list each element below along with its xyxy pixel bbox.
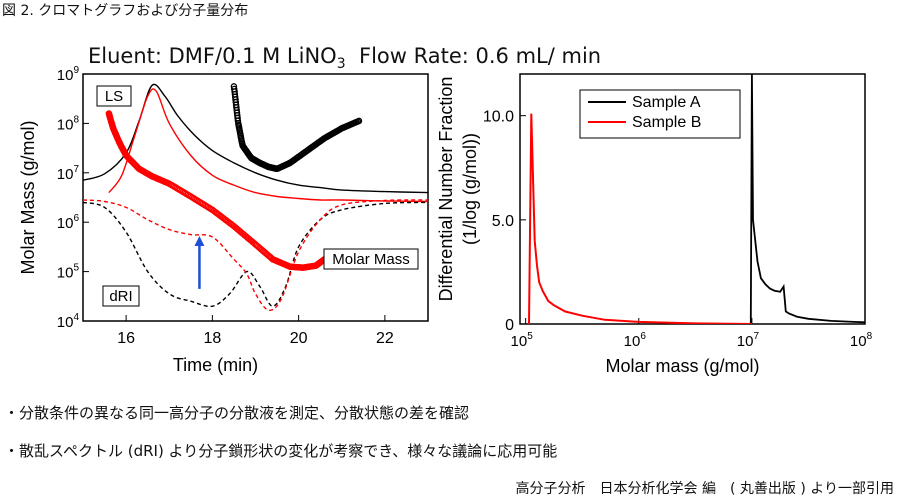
arrow-head [194, 236, 205, 247]
series-line-1 [528, 113, 752, 324]
ls-a-line [83, 83, 428, 194]
mm-a-marker [355, 117, 363, 125]
plot-frame [82, 73, 429, 322]
legend-box [579, 89, 741, 139]
dri-label-box [102, 285, 140, 307]
y-axis-title: Differential Number Fraction [436, 77, 456, 302]
dri-a-line [83, 201, 428, 308]
molar-mass-label-text: Molar Mass [332, 251, 410, 268]
chart-suptitle: Eluent: DMF/0.1 M LiNO3 Flow Rate: 0.6 m… [88, 44, 601, 72]
y-tick-label: 106 [57, 213, 80, 232]
x-tick-label: 16 [117, 330, 135, 347]
molar-mass-label-box [323, 248, 419, 270]
y-tick-label: 0 [505, 317, 514, 334]
y-tick-label: 5.0 [492, 213, 514, 230]
x-tick-label: 106 [624, 331, 647, 350]
ls-label-box [96, 85, 132, 107]
series-line-0 [749, 74, 865, 324]
x-tick-label: 18 [203, 330, 221, 347]
y-tick-label: 109 [57, 65, 80, 84]
plot-area [83, 83, 428, 311]
ls-label: LS [96, 85, 132, 107]
y-tick-label: 105 [57, 263, 80, 282]
suptitle-subscript: 3 [336, 56, 346, 73]
legend: Sample A Sample B [579, 89, 741, 139]
y-axis-title: Molar Mass (g/mol) [18, 120, 38, 274]
bullet-note-1: ・分散条件の異なる同一高分子の分散液を測定、分散状態の差を確認 [4, 404, 470, 422]
x-tick-label: 20 [290, 330, 308, 347]
dri-b-line [83, 199, 428, 311]
y-tick-label: 108 [57, 114, 80, 133]
legend-label: Sample B [632, 114, 701, 131]
source-credit: 高分子分析 日本分析化学会 編 ( 丸善出版 ) より一部引用 [515, 481, 894, 497]
y-axis-title-2: (1/log (g/mol)) [460, 133, 480, 245]
legend-label: Sample A [632, 94, 701, 111]
molar-mass-label: Molar Mass [323, 248, 419, 270]
dri-label: dRI [102, 285, 140, 307]
chromatogram-chart: 16 18 20 22 104 105 106 107 108 109 LS dRI Molar Mas… [18, 65, 429, 375]
x-axis-title: Time (min) [173, 355, 258, 375]
figure-caption: 図 2. クロマトグラフおよび分子量分布 [2, 3, 249, 19]
x-tick-label: 108 [850, 331, 873, 350]
bullet-note-2: ・散乱スペクトル (dRI) より分子鎖形状の変化が考察でき、様々な議論に応用可… [4, 442, 558, 460]
mm-a-marker [234, 117, 242, 125]
suptitle-main: Eluent: DMF/0.1 M LiNO [88, 44, 337, 68]
x-axis-title: Molar mass (g/mol) [605, 356, 759, 376]
y-tick-label: 107 [57, 164, 80, 183]
plot-area [528, 74, 865, 324]
dri-label-text: dRI [109, 288, 132, 305]
x-tick-label: 105 [511, 331, 534, 350]
molar-mass-distribution-chart: 0 5.0 10.0 105 106 107 108 Sample A Sample B Mola… [436, 73, 873, 376]
suptitle-rest: Flow Rate: 0.6 mL/ min [345, 44, 602, 68]
x-tick-label: 107 [737, 331, 760, 350]
y-tick-label: 10.0 [483, 109, 514, 126]
x-tick-label: 22 [376, 330, 394, 347]
y-tick-label: 104 [57, 312, 80, 331]
ls-label-text: LS [105, 88, 123, 105]
ls-b-line [108, 88, 428, 203]
